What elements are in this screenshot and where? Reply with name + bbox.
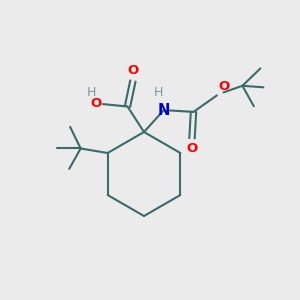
Text: N: N [157, 103, 170, 118]
Text: O: O [218, 80, 230, 93]
Text: O: O [90, 97, 101, 110]
Text: H: H [153, 86, 163, 99]
Text: H: H [87, 86, 96, 99]
Text: O: O [186, 142, 198, 155]
Text: O: O [127, 64, 139, 77]
